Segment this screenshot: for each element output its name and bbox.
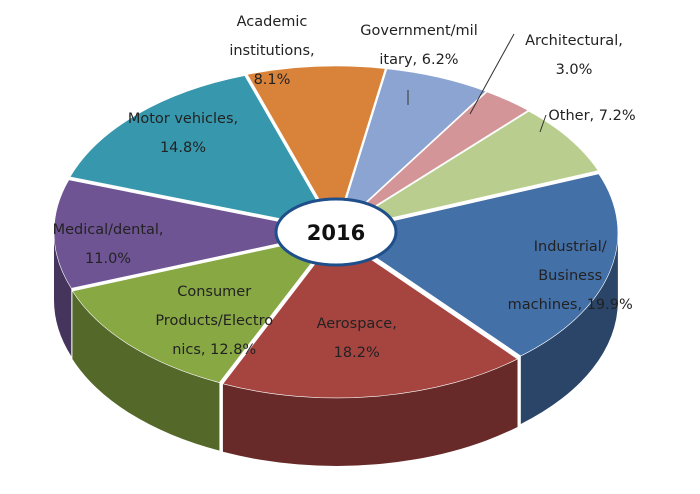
slice-side-3 <box>54 232 72 357</box>
slice-label-line: machines, 19.9% <box>508 297 633 313</box>
pie-slice <box>222 235 519 399</box>
slice-label-line: 14.8% <box>160 140 206 156</box>
slice-label-line: Academic <box>237 14 308 30</box>
slice-label-line: Motor vehicles, <box>128 111 238 127</box>
slice-label: Other, 7.2% <box>548 108 635 124</box>
leader-line <box>469 33 515 115</box>
slice-label: Government/mil itary, 6.2% <box>360 23 478 68</box>
slice-label-line: Architectural, <box>525 33 623 49</box>
slice-label-line: Consumer <box>177 284 251 300</box>
pie-slice <box>336 68 487 230</box>
slice-label-line: Products/Electro <box>155 313 273 329</box>
slice-label: Consumer Products/Electro nics, 12.8% <box>155 284 273 358</box>
center-ellipse <box>274 197 398 267</box>
slice-label-line: 18.2% <box>334 345 380 361</box>
slice-label: Motor vehicles, 14.8% <box>128 111 238 156</box>
slice-label-line: nics, 12.8% <box>172 342 256 358</box>
pie-slice <box>246 65 386 229</box>
slice-label: Academic institutions, 8.1% <box>229 14 314 88</box>
slice-label-line: institutions, <box>229 43 314 59</box>
slice-labels: Industrial/Business machines, 19.9% Aerosp… <box>53 14 636 361</box>
slice-label: Architectural, 3.0% <box>525 33 623 78</box>
slice-label-line: 3.0% <box>556 62 593 78</box>
pie-slice <box>69 75 334 230</box>
slice-label-line: Industrial/ <box>534 239 607 255</box>
slice-label-line: Medical/dental, <box>53 222 164 238</box>
center-title: 2016 <box>274 197 398 267</box>
slice-label: Industrial/Business machines, 19.9% <box>508 239 633 313</box>
slice-label: Aerospace, 18.2% <box>317 316 397 361</box>
leader-lines <box>407 33 547 133</box>
slice-label: Medical/dental, 11.0% <box>53 222 164 267</box>
pie-slice <box>339 110 599 231</box>
slice-label-line: 8.1% <box>254 72 291 88</box>
pie-slice <box>71 234 334 383</box>
pie-slice <box>339 173 619 357</box>
slice-label-line: Business <box>538 268 602 284</box>
slice-label-line: 11.0% <box>85 251 131 267</box>
pie-slice <box>53 179 333 289</box>
leader-line <box>539 114 547 133</box>
pie-top <box>53 65 619 399</box>
slice-label-line: Government/mil <box>360 23 478 39</box>
slice-label-line: itary, 6.2% <box>379 52 458 68</box>
slice-label-line: Aerospace, <box>317 316 397 332</box>
slice-side-0 <box>520 232 618 424</box>
slice-label-line: Other, 7.2% <box>548 108 635 124</box>
chart-title: 2016 <box>307 221 365 245</box>
pie-slice <box>338 91 529 230</box>
